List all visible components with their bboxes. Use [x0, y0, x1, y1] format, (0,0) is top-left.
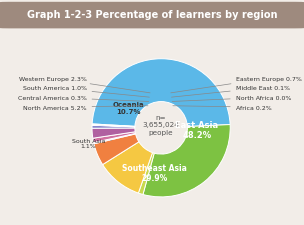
Text: Middle East 0.1%: Middle East 0.1% — [171, 86, 290, 98]
Text: Africa 0.2%: Africa 0.2% — [173, 105, 271, 110]
Text: Western Europe 2.3%: Western Europe 2.3% — [19, 76, 150, 93]
Wedge shape — [92, 126, 135, 129]
Text: South America 1.0%: South America 1.0% — [22, 86, 149, 98]
Text: South Asia
1.1%: South Asia 1.1% — [72, 138, 111, 149]
Wedge shape — [138, 153, 154, 195]
Wedge shape — [94, 134, 139, 165]
Text: Central America 0.3%: Central America 0.3% — [18, 95, 149, 102]
Wedge shape — [92, 59, 230, 127]
Wedge shape — [92, 125, 135, 127]
Wedge shape — [93, 132, 136, 143]
Text: n=
3,655,024
people: n= 3,655,024 people — [143, 114, 180, 135]
Wedge shape — [94, 134, 136, 144]
Text: Graph 1-2-3 Percentage of learners by region: Graph 1-2-3 Percentage of learners by re… — [27, 10, 277, 20]
Wedge shape — [103, 142, 153, 193]
Wedge shape — [92, 128, 135, 139]
Text: East Asia
48.2%: East Asia 48.2% — [175, 120, 219, 139]
Text: Southeast Asia
29.9%: Southeast Asia 29.9% — [122, 163, 187, 183]
Text: North Africa 0.0%: North Africa 0.0% — [172, 95, 291, 102]
FancyBboxPatch shape — [0, 3, 304, 29]
Wedge shape — [143, 125, 230, 197]
Wedge shape — [92, 124, 135, 127]
Text: Oceania
10.7%: Oceania 10.7% — [113, 101, 144, 114]
Text: Eastern Europe 0.7%: Eastern Europe 0.7% — [171, 76, 302, 93]
Text: North America 5.2%: North America 5.2% — [23, 105, 148, 110]
Wedge shape — [92, 125, 135, 127]
